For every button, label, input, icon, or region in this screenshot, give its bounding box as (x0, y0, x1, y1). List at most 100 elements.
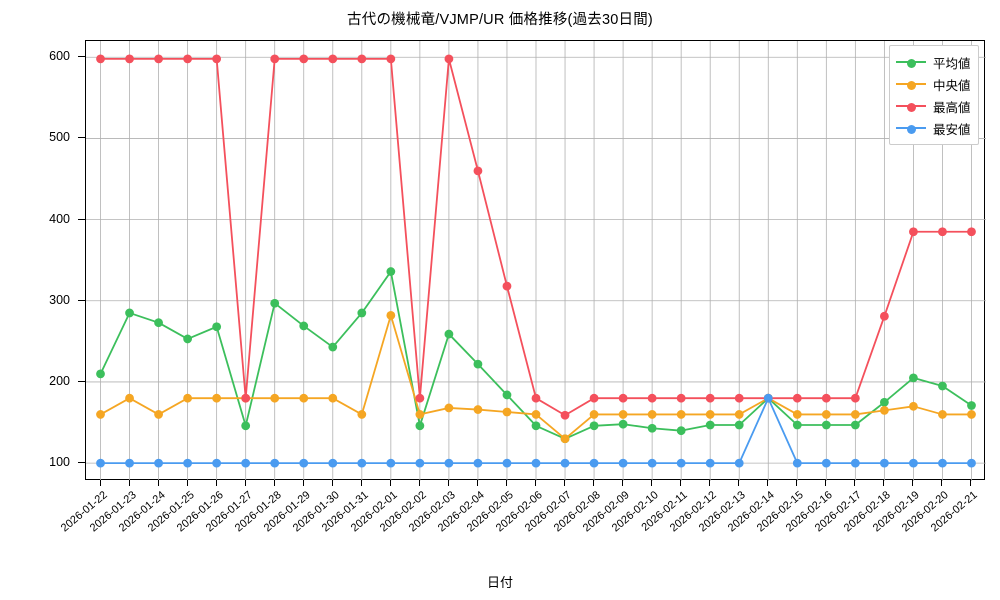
data-point (618, 419, 628, 429)
data-point (705, 410, 715, 419)
y-tick-mark (78, 218, 85, 220)
data-point (299, 321, 309, 331)
data-point (763, 393, 773, 403)
data-point (270, 298, 280, 308)
data-point (270, 54, 280, 64)
data-point (734, 420, 744, 430)
y-tick-label: 200 (49, 373, 70, 388)
data-point (328, 54, 338, 64)
data-point (502, 458, 512, 468)
y-tick-label: 300 (49, 292, 70, 307)
x-tick-mark (505, 480, 507, 486)
data-point (502, 281, 512, 291)
data-point (879, 458, 889, 468)
data-point (183, 54, 193, 64)
data-point (328, 458, 338, 468)
legend-marker-icon (896, 121, 926, 135)
y-tick-label: 400 (49, 211, 70, 226)
data-point (357, 410, 367, 419)
data-point (212, 393, 222, 403)
legend-marker-icon (896, 55, 926, 69)
data-point (473, 458, 483, 468)
data-point (647, 423, 657, 433)
data-point (415, 458, 425, 468)
data-point (473, 359, 483, 369)
legend-label: 最安値 (933, 122, 971, 137)
data-point (531, 421, 541, 431)
x-tick-mark (564, 480, 566, 486)
data-point (415, 393, 425, 403)
data-point (676, 426, 686, 436)
data-point (676, 393, 686, 403)
data-point (647, 393, 657, 403)
legend-label: 中央値 (933, 78, 971, 93)
chart-title: 古代の機械竜/VJMP/UR 価格推移(過去30日間) (347, 12, 653, 28)
data-point (96, 54, 105, 64)
data-point (938, 458, 947, 468)
data-point (183, 458, 193, 468)
data-point (299, 54, 309, 64)
legend-marker-icon (896, 77, 926, 91)
x-tick-mark (157, 480, 159, 486)
data-point (967, 401, 976, 410)
data-point (502, 407, 512, 417)
legend-item-3[interactable]: 最高値 (896, 95, 971, 117)
data-point (328, 393, 338, 403)
x-tick-mark (883, 480, 885, 486)
series-4 (96, 393, 976, 468)
data-point (386, 54, 396, 64)
data-point (879, 397, 889, 407)
data-point (589, 393, 599, 403)
data-point (415, 421, 425, 431)
data-point (502, 390, 512, 400)
y-tick-label: 600 (49, 49, 70, 64)
y-tick-label: 100 (49, 455, 70, 470)
data-point (879, 405, 889, 415)
data-point (560, 434, 570, 444)
data-point (299, 458, 309, 468)
x-tick-mark (99, 480, 101, 486)
x-tick-mark (389, 480, 391, 486)
data-point (589, 421, 599, 431)
x-tick-mark (244, 480, 246, 486)
series-1 (96, 267, 976, 444)
x-tick-mark (593, 480, 595, 486)
data-point (241, 421, 251, 431)
x-tick-mark (360, 480, 362, 486)
chart-legend: 平均値中央値最高値最安値 (889, 45, 979, 145)
data-point (183, 334, 193, 344)
y-tick-mark (78, 56, 85, 58)
data-point (850, 420, 860, 430)
x-tick-mark (941, 480, 943, 486)
x-tick-mark (680, 480, 682, 486)
data-point (96, 410, 105, 419)
data-point (212, 54, 222, 64)
data-point (967, 410, 976, 419)
data-point (938, 227, 947, 237)
data-point (96, 369, 105, 379)
x-tick-mark (796, 480, 798, 486)
x-tick-mark (825, 480, 827, 486)
data-point (821, 458, 831, 468)
x-tick-mark (331, 480, 333, 486)
data-point (328, 342, 338, 352)
legend-item-1[interactable]: 平均値 (896, 51, 971, 73)
data-point (444, 329, 454, 339)
data-point (444, 458, 454, 468)
data-point (154, 410, 163, 419)
data-series-layer (96, 54, 976, 468)
data-point (850, 393, 860, 403)
x-tick-mark (447, 480, 449, 486)
y-tick-label: 500 (49, 130, 70, 145)
data-point (212, 458, 222, 468)
data-point (125, 393, 134, 403)
x-tick-mark (128, 480, 130, 486)
legend-item-4[interactable]: 最安値 (896, 117, 971, 139)
x-tick-mark (302, 480, 304, 486)
legend-item-2[interactable]: 中央値 (896, 73, 971, 95)
data-point (879, 311, 889, 321)
data-point (734, 393, 744, 403)
data-point (386, 310, 396, 320)
y-tick-mark (78, 380, 85, 382)
x-tick-mark (912, 480, 914, 486)
